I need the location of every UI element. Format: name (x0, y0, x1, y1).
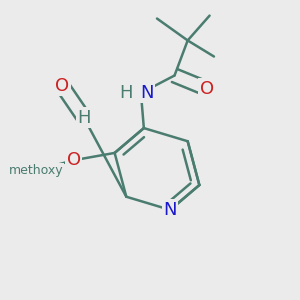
Text: H: H (120, 84, 133, 102)
Text: N: N (164, 201, 177, 219)
Text: H: H (77, 109, 91, 127)
Text: O: O (55, 77, 69, 95)
Text: methoxy: methoxy (8, 164, 63, 177)
Text: O: O (67, 151, 81, 169)
Text: N: N (140, 84, 154, 102)
Text: O: O (200, 80, 214, 98)
